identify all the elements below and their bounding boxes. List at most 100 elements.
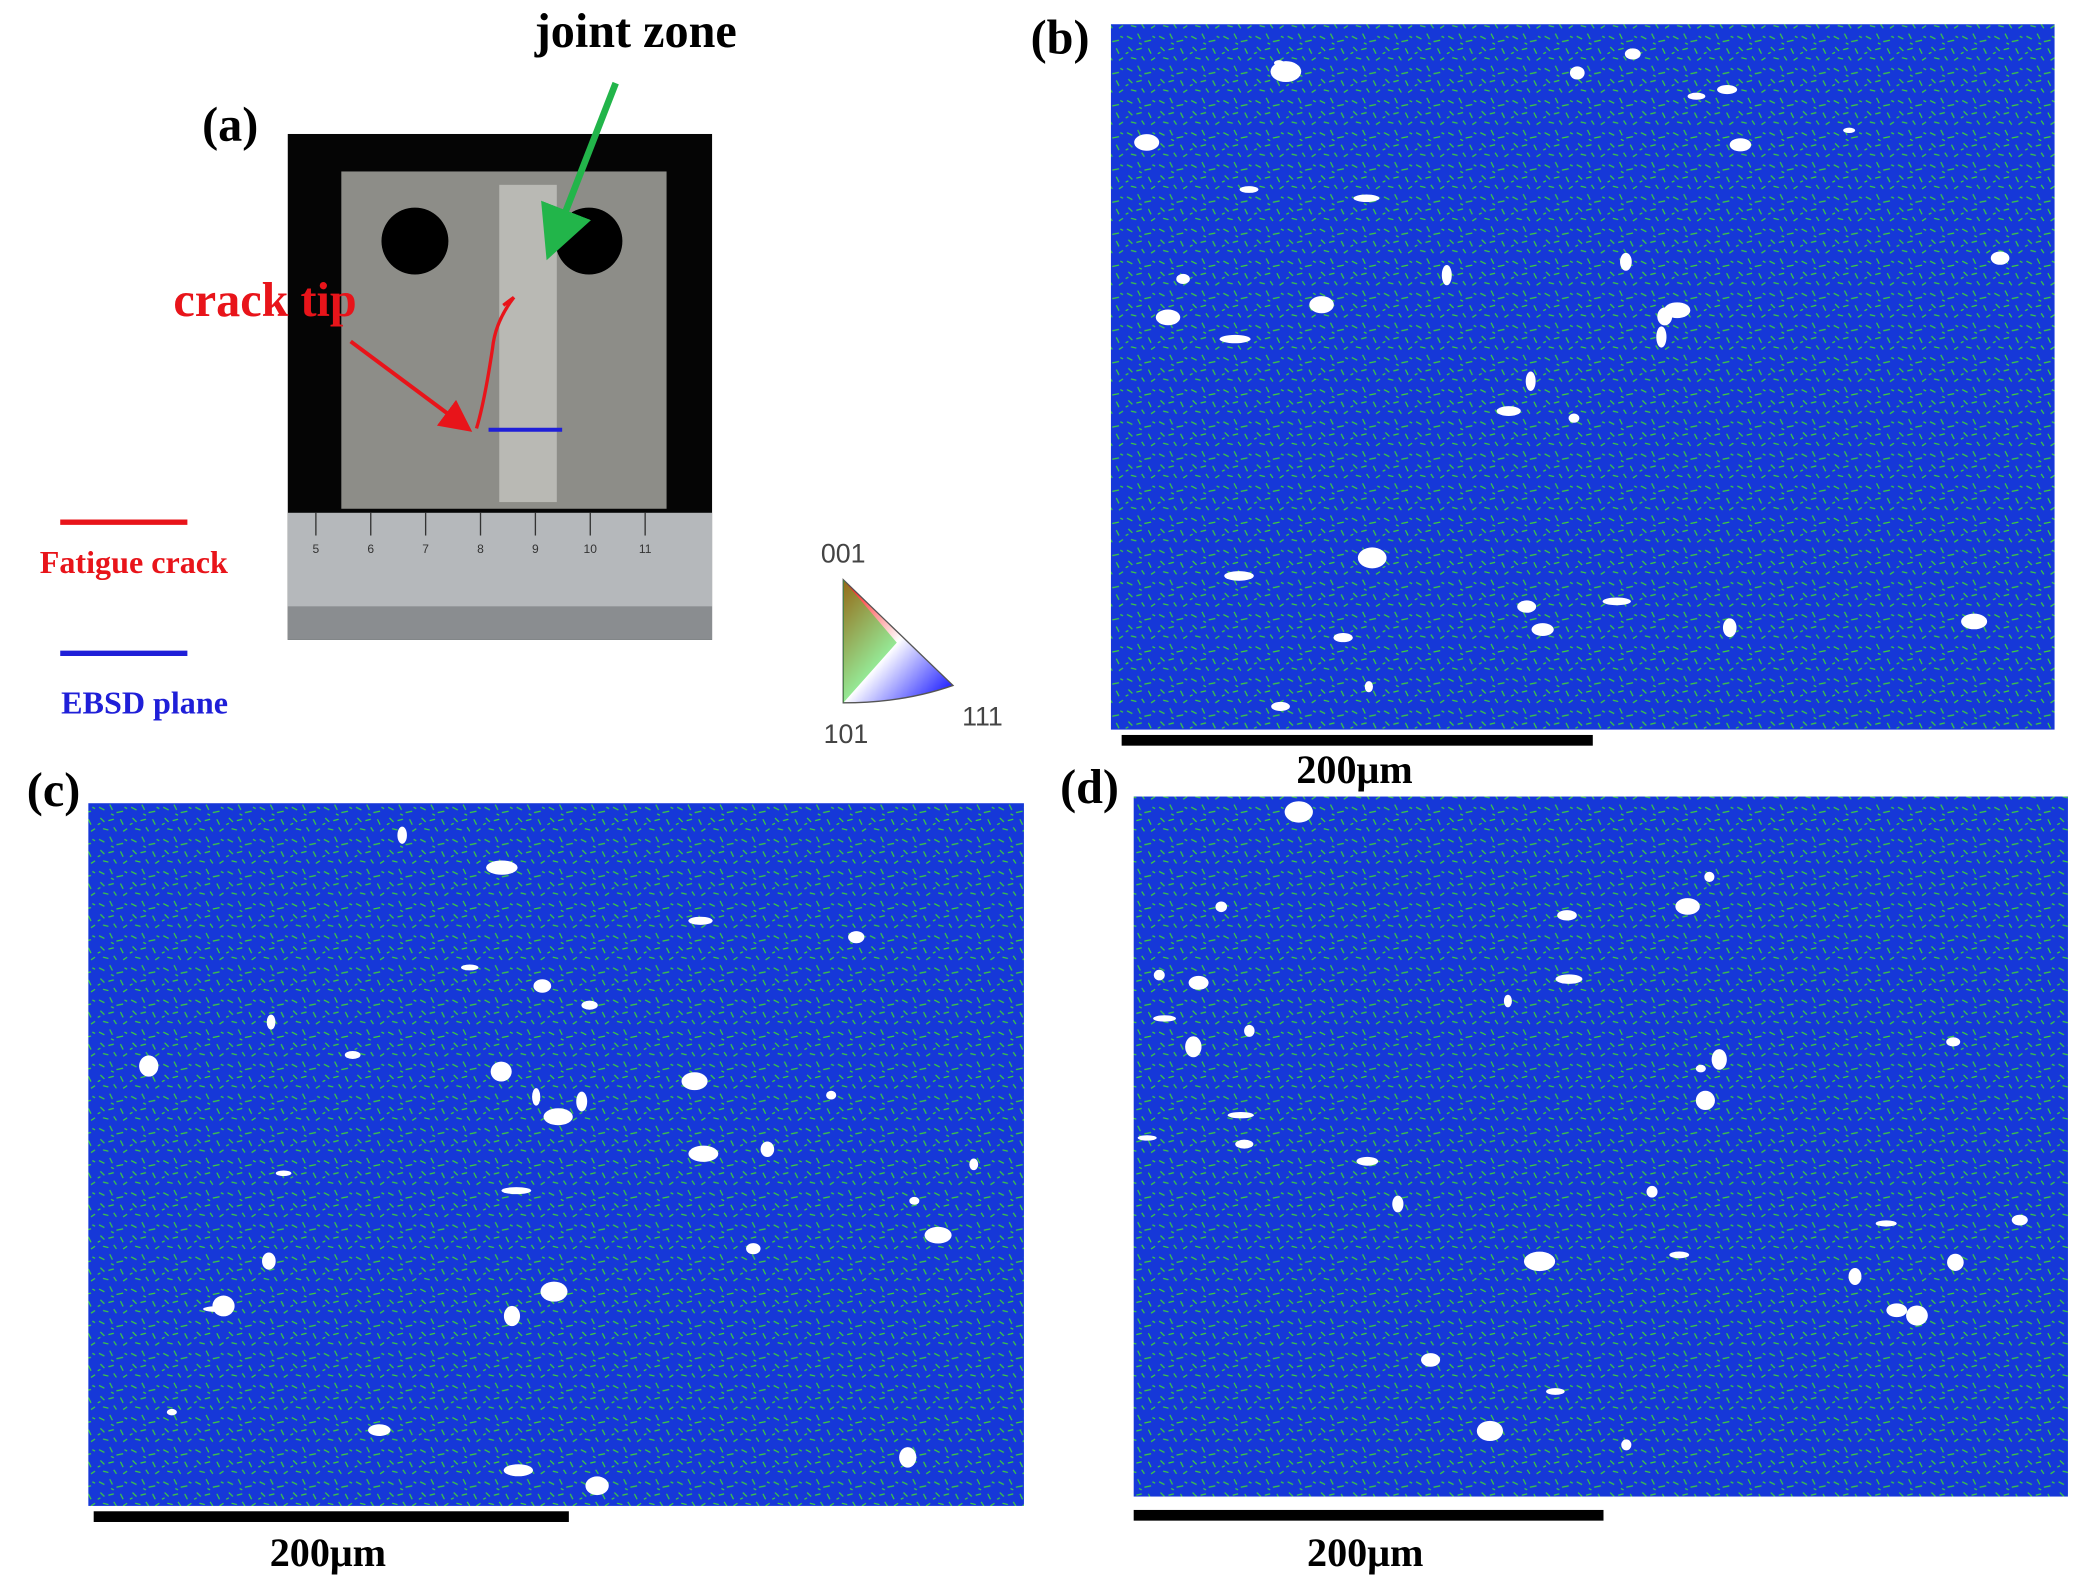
scale-bar	[1121, 734, 1593, 746]
ebsd-map	[88, 803, 1024, 1506]
ruler	[287, 512, 713, 607]
particle	[1568, 413, 1580, 423]
particle	[275, 1170, 292, 1177]
scale-bar	[93, 1511, 569, 1522]
particle	[2011, 1214, 2028, 1226]
ruler-label: 6	[367, 542, 374, 556]
particle	[1546, 1388, 1565, 1395]
particle	[1215, 901, 1228, 913]
particle	[576, 1091, 588, 1112]
ipf-label: 101	[824, 719, 869, 749]
particle	[1503, 994, 1512, 1008]
legend-label: EBSD plane	[61, 685, 228, 721]
particle	[1531, 623, 1554, 637]
particle	[1646, 1185, 1658, 1198]
particle	[1333, 633, 1353, 643]
joint-zone-label: joint zone	[534, 5, 737, 58]
ipf-shade	[843, 579, 897, 703]
crack-arrow	[349, 339, 473, 432]
particle	[1555, 974, 1583, 984]
particle	[1848, 1267, 1862, 1286]
particle	[1569, 66, 1585, 80]
particle	[501, 1187, 532, 1195]
particle	[1669, 1251, 1690, 1259]
particle	[1421, 1353, 1441, 1367]
particle	[368, 1424, 391, 1436]
crack-tip-label: crack tip	[173, 274, 356, 327]
particle	[1271, 701, 1290, 712]
particle	[1843, 127, 1856, 134]
ebsd-map	[1133, 796, 2068, 1497]
particle	[1356, 1156, 1379, 1166]
ruler-label: 10	[584, 542, 598, 556]
particle	[1717, 85, 1738, 95]
panel-label: (c)	[27, 764, 80, 817]
particle	[746, 1243, 761, 1255]
particle	[1704, 871, 1715, 882]
particle	[1525, 371, 1536, 391]
particle	[1496, 406, 1521, 416]
joint-arrow	[541, 81, 619, 261]
particle	[139, 1055, 159, 1077]
hole	[381, 207, 449, 275]
particle	[1602, 597, 1631, 606]
particle	[924, 1226, 952, 1244]
particle	[1155, 309, 1181, 326]
ruler-label: 5	[313, 542, 320, 556]
particle	[532, 1088, 541, 1106]
particle	[1947, 1253, 1964, 1271]
particle	[1687, 92, 1706, 100]
fatigue-crack	[474, 295, 516, 429]
particle	[581, 1000, 598, 1010]
particle	[681, 1072, 708, 1091]
particle	[1392, 1195, 1404, 1213]
particle	[1620, 252, 1632, 271]
particle	[1219, 334, 1251, 344]
ebsd-map	[1110, 24, 2055, 730]
particle	[1695, 1090, 1715, 1111]
particle	[1134, 134, 1160, 151]
particle	[1946, 1037, 1961, 1047]
panel-label: (b)	[1031, 12, 1090, 65]
particle	[1309, 296, 1334, 314]
particle	[503, 1464, 534, 1477]
particle	[1656, 326, 1667, 348]
ipf-label: 111	[962, 702, 1003, 732]
particle	[1273, 60, 1284, 66]
particle	[899, 1447, 917, 1468]
particle	[212, 1295, 235, 1317]
particle	[486, 860, 518, 875]
particle	[1364, 681, 1373, 693]
panel-label: (d)	[1060, 761, 1119, 814]
particle	[1244, 1024, 1255, 1037]
particle	[1624, 48, 1641, 60]
particle	[1621, 1439, 1632, 1451]
scale-bar-label: 200μm	[1307, 1530, 1423, 1575]
particle	[460, 964, 479, 971]
particle	[540, 1281, 568, 1302]
ipf-triangle	[842, 578, 955, 704]
particle	[1517, 600, 1537, 613]
particle	[1990, 251, 2010, 265]
particle	[166, 1408, 177, 1416]
particle	[1523, 1251, 1556, 1272]
particle	[1711, 1049, 1727, 1070]
particle	[543, 1108, 573, 1126]
particle	[585, 1476, 609, 1496]
particle	[503, 1305, 521, 1327]
ruler-label: 7	[422, 542, 429, 556]
particle	[397, 826, 407, 844]
particle	[1137, 1135, 1157, 1141]
particle	[1557, 910, 1577, 921]
particle	[969, 1158, 979, 1171]
particle	[1886, 1303, 1908, 1318]
particle	[344, 1051, 361, 1059]
particle	[1153, 1015, 1176, 1022]
particle	[1357, 547, 1387, 569]
scale-bar-label: 200μm	[1296, 747, 1412, 792]
particle	[1153, 969, 1165, 981]
particle	[1185, 1036, 1202, 1058]
particle	[1224, 571, 1254, 581]
ruler-label: 9	[532, 542, 539, 556]
ruler-label: 8	[477, 542, 484, 556]
